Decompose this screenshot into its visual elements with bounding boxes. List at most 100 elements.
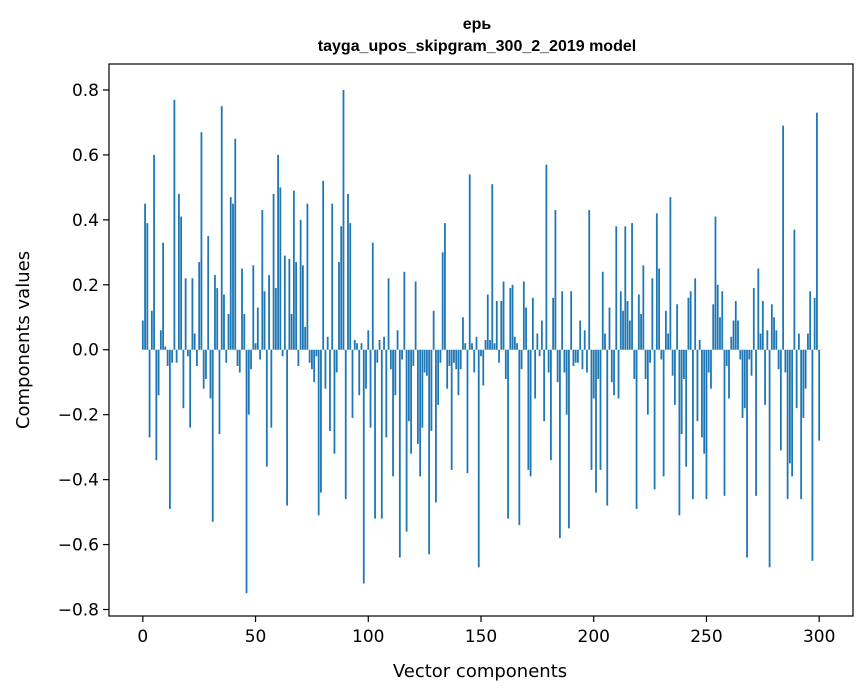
bar: [507, 349, 509, 519]
bar: [721, 291, 724, 350]
bar: [432, 310, 435, 350]
bar: [703, 349, 706, 454]
bar: [617, 349, 620, 399]
bar: [394, 349, 397, 396]
bar: [241, 268, 243, 350]
bar: [448, 349, 451, 366]
bar: [455, 349, 458, 370]
bar: [773, 317, 775, 350]
bar: [540, 320, 543, 350]
bar: [335, 349, 338, 373]
x-tick-label: 300: [803, 627, 835, 647]
bar: [545, 164, 548, 350]
bar: [410, 349, 413, 454]
bar: [155, 349, 158, 461]
bar: [626, 301, 629, 350]
bar: [669, 197, 672, 350]
bar: [667, 333, 670, 350]
bar: [793, 229, 796, 350]
bar: [311, 349, 313, 370]
bar: [759, 333, 762, 350]
bar: [378, 340, 381, 350]
bar: [209, 349, 212, 399]
bar: [283, 255, 286, 350]
bar: [592, 349, 595, 399]
bar: [196, 349, 198, 366]
bar: [245, 349, 248, 594]
bar: [157, 349, 160, 396]
bar: [281, 349, 284, 357]
bar: [376, 349, 379, 363]
bar: [396, 330, 399, 350]
bar: [613, 349, 615, 396]
bar: [292, 190, 295, 350]
bar: [223, 294, 225, 350]
bar: [392, 349, 394, 477]
bar: [755, 349, 757, 496]
bar: [685, 349, 688, 467]
bar: [462, 317, 464, 350]
y-axis: −0.8 −0.6 −0.4 −0.2 0.0 0.2 0.4 0.6 0.8: [58, 81, 109, 621]
bar: [525, 307, 527, 350]
bar: [579, 320, 582, 350]
bar: [144, 203, 146, 350]
bar: [414, 281, 417, 350]
bar: [552, 297, 555, 350]
bar: [563, 349, 566, 373]
bar: [516, 343, 518, 350]
bar: [529, 349, 532, 477]
bar: [728, 349, 730, 399]
x-axis-label: Vector components: [393, 661, 567, 682]
bar: [597, 349, 600, 379]
bar: [538, 349, 541, 357]
bar: [216, 288, 219, 350]
bar: [371, 242, 374, 350]
bar: [243, 314, 246, 350]
bar: [768, 349, 771, 568]
bar: [189, 349, 192, 428]
bar: [182, 349, 185, 409]
bar: [696, 349, 699, 422]
y-tick-label: −0.2: [58, 406, 99, 426]
bar: [565, 349, 568, 415]
bar: [265, 349, 268, 467]
bar-series: [141, 89, 823, 594]
bar: [329, 349, 331, 431]
bar: [701, 349, 703, 438]
bar: [664, 310, 667, 350]
bar: [615, 226, 618, 350]
bar: [259, 349, 261, 360]
bar: [347, 193, 349, 350]
bar: [358, 349, 361, 396]
bar: [166, 349, 169, 366]
bar: [606, 349, 609, 506]
bar: [809, 291, 812, 350]
bar: [712, 304, 715, 350]
y-tick-label: 0.6: [72, 146, 99, 166]
bar: [466, 349, 469, 474]
bar: [205, 349, 207, 379]
bar: [570, 291, 573, 350]
bar: [559, 349, 561, 539]
bar: [813, 297, 816, 350]
bar: [655, 213, 658, 350]
bar: [622, 310, 624, 350]
bar: [175, 349, 178, 363]
bar: [619, 291, 622, 350]
bar: [574, 349, 577, 363]
bar: [484, 340, 487, 350]
bar: [229, 197, 232, 350]
bar: [247, 349, 250, 415]
bar: [723, 349, 726, 496]
bar: [353, 340, 356, 350]
bar: [416, 349, 419, 444]
bar: [261, 210, 264, 350]
bar: [146, 223, 149, 350]
bar: [383, 336, 385, 350]
bar: [741, 349, 744, 418]
bar: [748, 349, 751, 360]
bar: [595, 349, 597, 493]
bar: [588, 210, 591, 350]
bar: [493, 343, 496, 350]
